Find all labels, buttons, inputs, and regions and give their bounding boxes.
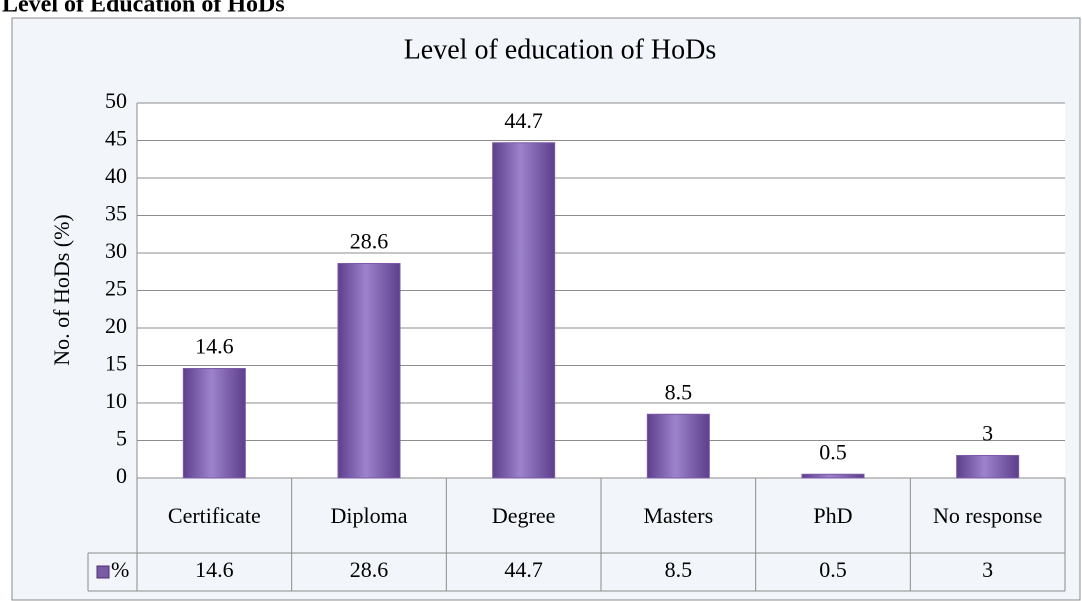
table-value: 14.6: [195, 557, 234, 582]
bar: [492, 142, 556, 479]
y-axis-label: No. of HoDs (%): [49, 214, 74, 366]
y-tick-label: 50: [105, 88, 127, 113]
table-value: 44.7: [504, 557, 543, 582]
y-tick-label: 45: [105, 126, 127, 151]
data-label: 0.5: [819, 439, 847, 464]
y-tick-label: 40: [105, 163, 127, 188]
y-tick-label: 15: [105, 351, 127, 376]
page-heading: Level of Education of HoDs: [2, 0, 285, 18]
data-label: 8.5: [665, 379, 693, 404]
data-label: 3: [982, 421, 993, 446]
y-tick-label: 5: [116, 426, 127, 451]
table-value: 3: [982, 557, 993, 582]
legend-swatch: [96, 565, 110, 579]
x-tick-label: No response: [932, 502, 1043, 528]
bar: [182, 368, 246, 479]
y-tick-label: 25: [105, 276, 127, 301]
table-value: 28.6: [350, 557, 389, 582]
x-tick-label-cell: No response: [910, 478, 1065, 553]
x-tick-label: Diploma: [330, 502, 408, 528]
table-value: 0.5: [819, 557, 847, 582]
x-tick-label-cell: Diploma: [292, 478, 447, 553]
x-tick-label: PhD: [813, 502, 853, 528]
chart-title: Level of education of HoDs: [404, 34, 717, 65]
data-label: 14.6: [195, 334, 234, 359]
x-tick-label-box: Masters: [601, 478, 756, 553]
x-tick-label: Degree: [491, 502, 556, 528]
data-label: 44.7: [504, 108, 543, 133]
legend-label: %: [111, 557, 129, 582]
table-value: 8.5: [665, 557, 693, 582]
y-tick-label: 30: [105, 238, 127, 263]
x-tick-label-cell: Masters: [601, 478, 756, 553]
x-tick-label-box: Degree: [446, 478, 601, 553]
bar: [337, 263, 401, 479]
x-tick-label-box: No response: [910, 478, 1065, 553]
x-tick-label-cell: Degree: [446, 478, 601, 553]
bar: [646, 413, 710, 479]
bar: [801, 473, 865, 479]
x-tick-label-cell: PhD: [756, 478, 911, 553]
y-tick-label: 0: [116, 463, 127, 488]
data-label: 28.6: [350, 229, 389, 254]
bar: [956, 455, 1020, 479]
x-tick-label-box: Diploma: [292, 478, 447, 553]
y-tick-label: 20: [105, 313, 127, 338]
x-tick-label-cell: Certificate: [137, 478, 292, 553]
y-tick-label: 10: [105, 388, 127, 413]
x-tick-label: Masters: [643, 502, 714, 528]
y-tick-label: 35: [105, 201, 127, 226]
x-tick-label: Certificate: [167, 502, 261, 528]
x-tick-label-box: Certificate: [137, 478, 292, 553]
x-tick-label-box: PhD: [756, 478, 911, 553]
